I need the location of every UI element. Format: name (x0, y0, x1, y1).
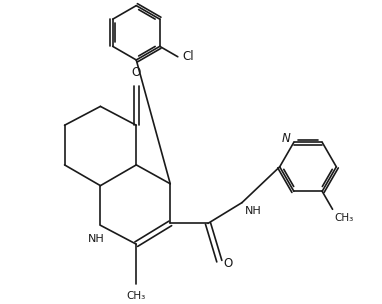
Text: O: O (132, 66, 141, 79)
Text: Cl: Cl (182, 50, 194, 63)
Text: NH: NH (88, 233, 105, 244)
Text: NH: NH (245, 206, 262, 216)
Text: CH₃: CH₃ (127, 291, 146, 301)
Text: CH₃: CH₃ (334, 213, 354, 223)
Text: N: N (282, 132, 291, 145)
Text: O: O (223, 257, 232, 270)
